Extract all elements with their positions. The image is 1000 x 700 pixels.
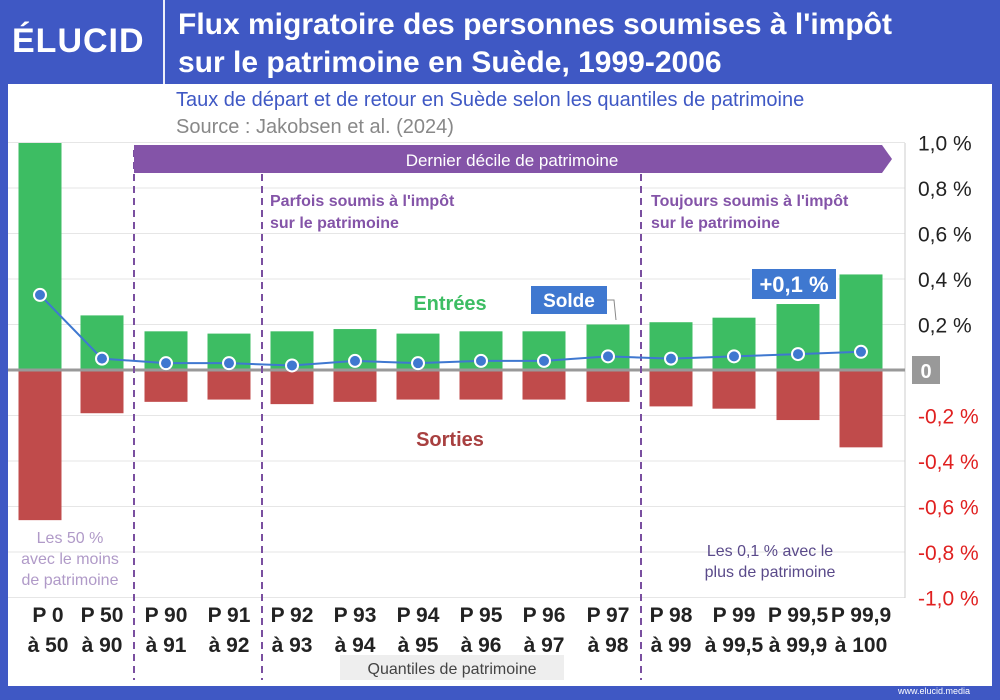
x-tick-label: P 99 [713,604,756,627]
banner-arrow [134,145,892,173]
header-divider [163,0,165,84]
x-tick-label: à 92 [209,634,250,657]
y-tick-label: 0,4 % [918,269,972,292]
solde-point [474,353,488,368]
y-tick-label: 1,0 % [918,133,972,156]
series-label-entries: Entrées [413,293,486,315]
exit-bar [80,370,124,414]
solde-point [33,287,47,302]
group-label-sometimes: sur le patrimoine [270,215,399,232]
y-tick-label: 0 [920,361,931,383]
group-label-always: Toujours soumis à l'impôt [651,193,849,210]
x-tick-label: P 93 [334,604,377,627]
x-tick-label: à 95 [398,634,439,657]
banner-label: Dernier décile de patrimoine [406,151,619,170]
exit-bar [333,370,377,402]
x-tick-label: P 91 [208,604,251,627]
x-tick-label: P 50 [81,604,124,627]
solde-point [791,347,805,362]
x-tick-label: P 95 [460,604,503,627]
footer-url: www.elucid.media [897,686,970,696]
exit-bar [459,370,503,400]
top-value-label: +0,1 % [759,272,828,297]
y-tick-label: -0,4 % [918,451,979,474]
x-tick-label: à 97 [524,634,565,657]
x-tick-label: P 98 [650,604,693,627]
title-line-1: Flux migratoire des personnes soumises à… [178,8,892,41]
solde-point [159,356,173,371]
exit-bar [649,370,693,407]
x-tick-label: P 99,5 [768,604,829,627]
x-tick-label: P 90 [145,604,188,627]
x-tick-label: à 99,9 [769,634,827,657]
series-label-exits: Sorties [416,429,484,451]
solde-point [348,353,362,368]
x-tick-label: P 0 [32,604,63,627]
note-low-wealth: Les 50 % [37,530,104,547]
note-low-wealth: de patrimoine [22,572,119,589]
title-line-2: sur le patrimoine en Suède, 1999-2006 [178,46,722,79]
y-tick-label: -0,6 % [918,497,979,520]
exit-bar [396,370,440,400]
solde-point [537,353,551,368]
exit-bar [270,370,314,405]
exit-bar [522,370,566,400]
zero-label-bg [912,356,940,384]
note-low-wealth: avec le moins [21,551,119,568]
x-tick-label: à 96 [461,634,502,657]
solde-pointer [607,299,617,321]
x-tick-label: à 99 [651,634,692,657]
note-high-wealth: Les 0,1 % avec le [707,543,833,560]
group-label-always: sur le patrimoine [651,215,780,232]
solde-point [727,349,741,364]
xlabel-bg [340,655,564,680]
y-tick-label: 0,8 % [918,178,972,201]
x-axis-label: Quantiles de patrimoine [368,661,537,678]
group-label-sometimes: Parfois soumis à l'impôt [270,193,455,210]
exit-bar [776,370,820,421]
series-label-solde: Solde [543,291,595,312]
x-tick-label: à 90 [82,634,123,657]
note-high-wealth: plus de patrimoine [705,564,836,581]
x-tick-label: à 93 [272,634,313,657]
exit-bar [586,370,630,402]
exit-bar [144,370,188,402]
x-tick-label: à 99,5 [705,634,764,657]
solde-point [222,356,236,371]
x-tick-label: P 92 [271,604,314,627]
y-tick-label: -0,2 % [918,406,979,429]
y-tick-label: 0,6 % [918,224,972,247]
exit-bar [712,370,756,409]
entry-bar [18,143,62,370]
solde-line [39,294,862,367]
chart-subtitle: Taux de départ et de retour en Suède sel… [176,89,805,111]
x-tick-label: à 100 [835,634,888,657]
x-tick-label: à 50 [28,634,69,657]
x-tick-label: P 96 [523,604,566,627]
exit-bar [839,370,883,448]
x-tick-label: P 97 [587,604,630,627]
x-tick-label: à 94 [335,634,376,657]
solde-point [601,349,615,364]
solde-point [854,344,868,359]
x-tick-label: P 94 [397,604,440,627]
solde-label-bg [531,286,607,314]
chart-title: Flux migratoire des personnes soumises à… [178,6,978,82]
chart-source: Source : Jakobsen et al. (2024) [176,116,454,138]
exit-bar [207,370,251,400]
y-tick-label: 0,2 % [918,315,972,338]
solde-point [664,351,678,366]
exit-bar [18,370,62,521]
x-tick-label: à 98 [588,634,629,657]
x-tick-label: P 99,9 [831,604,891,627]
y-tick-label: -1,0 % [918,588,979,611]
elucid-logo: ÉLUCID [12,22,145,60]
solde-point [285,358,299,373]
x-tick-label: à 91 [146,634,187,657]
top-value-bg [750,267,838,301]
solde-point [411,356,425,371]
y-tick-label: -0,8 % [918,542,979,565]
solde-point [95,351,109,366]
